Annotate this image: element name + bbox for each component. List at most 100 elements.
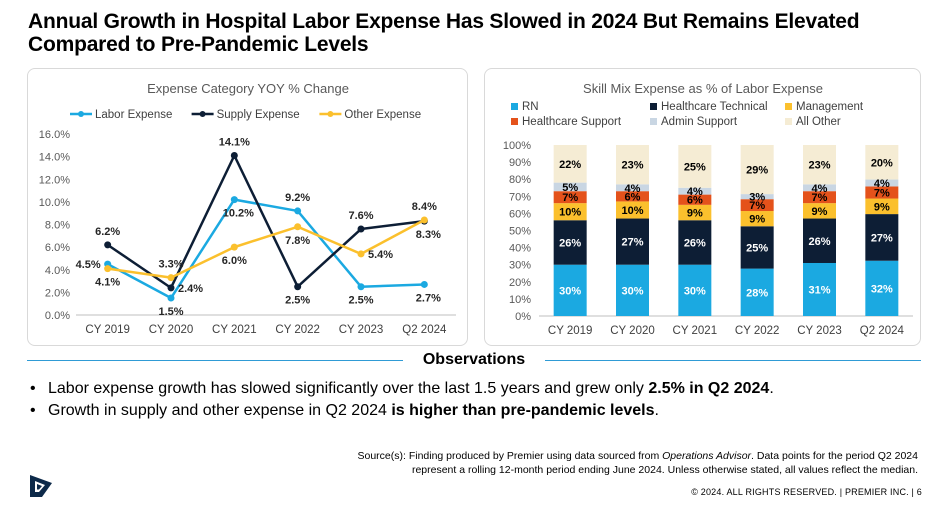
y-tick-label: 50%	[509, 226, 531, 238]
y-tick-label: 90%	[509, 157, 531, 169]
x-tick-label: CY 2021	[212, 324, 257, 336]
data-point	[294, 207, 302, 215]
legend-swatch-healthcare-support	[511, 118, 518, 125]
observation-emphasis: is higher than pre-pandemic levels	[391, 402, 655, 419]
observations-header: Observations	[27, 351, 921, 371]
segment-label: 26%	[808, 236, 830, 248]
segment-label: 30%	[684, 285, 706, 297]
legend-label: Healthcare Technical	[661, 101, 768, 113]
bar-segment-healthcare-technical	[678, 220, 712, 265]
bar-segment-healthcare-support	[740, 199, 774, 212]
legend-label: Healthcare Support	[522, 116, 622, 128]
data-point	[420, 280, 428, 288]
data-label: 10.2%	[223, 208, 254, 220]
bullet-dot: •	[30, 402, 36, 419]
x-tick-label: CY 2022	[735, 325, 780, 337]
segment-label: 9%	[812, 206, 828, 218]
bar-segment-management	[616, 201, 649, 219]
x-tick-label: CY 2019	[548, 325, 593, 337]
data-point	[357, 250, 365, 258]
source-line-2: represent a rolling 12-month period endi…	[411, 464, 918, 476]
bullet-dot: •	[30, 380, 36, 397]
legend-swatch-management	[785, 103, 792, 110]
legend-label: Supply Expense	[217, 109, 300, 121]
data-label: 3.3%	[158, 259, 183, 271]
legend-marker	[78, 111, 84, 117]
segment-label: 27%	[871, 232, 893, 244]
source-note: Source(s): Finding produced by Premier u…	[250, 449, 918, 477]
source-prefix: Source(s): Finding produced by Premier u…	[357, 450, 663, 462]
x-tick-label: Q2 2024	[402, 324, 447, 336]
segment-label: 6%	[625, 191, 641, 203]
observations-divider-right	[545, 360, 921, 361]
data-point	[167, 274, 175, 282]
x-tick-label: CY 2019	[85, 324, 130, 336]
bar-segment-healthcare-support	[553, 191, 587, 204]
data-label: 2.5%	[348, 295, 373, 307]
data-point	[357, 283, 365, 291]
data-point	[357, 225, 365, 233]
segment-label: 4%	[874, 178, 890, 190]
segment-label: 7%	[749, 200, 765, 212]
bar-segment-all-other	[553, 145, 587, 183]
observation-item: • Labor expense growth has slowed signifi…	[30, 378, 910, 400]
segment-label: 3%	[749, 192, 765, 204]
data-point	[104, 265, 112, 273]
observation-item: • Growth in supply and other expense in Q…	[30, 400, 910, 422]
source-suffix: . Data points for the period Q2 2024	[751, 450, 918, 462]
stacked-bar-chart: Skill Mix Expense as % of Labor Expense R…	[503, 81, 913, 337]
segment-label: 7%	[562, 192, 578, 204]
y-tick-label: 30%	[509, 260, 531, 272]
data-label: 8.4%	[412, 201, 437, 213]
data-point	[230, 151, 238, 159]
bar-segment-admin-support	[616, 184, 649, 192]
data-label: 2.7%	[416, 292, 441, 304]
segment-label: 29%	[746, 165, 768, 177]
legend-label: RN	[522, 101, 539, 113]
y-tick-label: 8.0%	[45, 220, 70, 232]
segment-label: 9%	[874, 201, 890, 213]
premier-logo-icon	[30, 475, 52, 497]
segment-label: 9%	[687, 208, 703, 220]
segment-label: 30%	[621, 285, 643, 297]
bar-segment-rn	[740, 268, 774, 316]
series-line-other-expense	[107, 218, 425, 279]
segment-label: 20%	[871, 157, 893, 169]
source-line-1: Source(s): Finding produced by Premier u…	[250, 449, 918, 463]
y-tick-label: 10%	[509, 294, 531, 306]
legend-label: Admin Support	[661, 116, 738, 128]
legend-swatch-healthcare-technical	[650, 103, 657, 110]
y-tick-label: 80%	[509, 174, 531, 186]
data-point	[230, 196, 238, 204]
segment-label: 22%	[559, 159, 581, 171]
data-label: 5.4%	[368, 249, 393, 261]
data-point	[420, 216, 428, 224]
segment-label: 23%	[808, 160, 830, 172]
y-tick-label: 2.0%	[45, 287, 70, 299]
segment-label: 7%	[874, 188, 890, 200]
bar-segment-admin-support	[740, 194, 774, 200]
legend-swatch-admin-support	[650, 118, 657, 125]
segment-label: 31%	[808, 284, 830, 296]
y-tick-label: 16.0%	[39, 129, 70, 141]
y-tick-label: 40%	[509, 243, 531, 255]
bar-segment-management	[553, 203, 587, 221]
data-label: 1.5%	[158, 306, 183, 318]
bar-segment-healthcare-support	[678, 194, 712, 205]
bar-segment-admin-support	[553, 182, 587, 192]
segment-label: 5%	[562, 182, 578, 194]
data-label: 8.3%	[416, 229, 441, 241]
observation-text: Labor expense growth has slowed signific…	[48, 380, 649, 397]
x-tick-label: CY 2020	[149, 324, 194, 336]
bar-segment-healthcare-technical	[553, 220, 587, 265]
copyright-footer: © 2024. ALL RIGHTS RESERVED. | PREMIER I…	[691, 487, 922, 497]
bar-segment-management	[740, 211, 774, 227]
data-label: 7.6%	[348, 210, 373, 222]
observation-end: .	[654, 402, 659, 419]
x-tick-label: CY 2021	[673, 325, 718, 337]
data-point	[294, 223, 302, 231]
y-tick-label: 10.0%	[39, 197, 70, 209]
data-label: 4.1%	[95, 277, 120, 289]
chart-title: Skill Mix Expense as % of Labor Expense	[583, 81, 823, 96]
segment-label: 26%	[684, 237, 706, 249]
